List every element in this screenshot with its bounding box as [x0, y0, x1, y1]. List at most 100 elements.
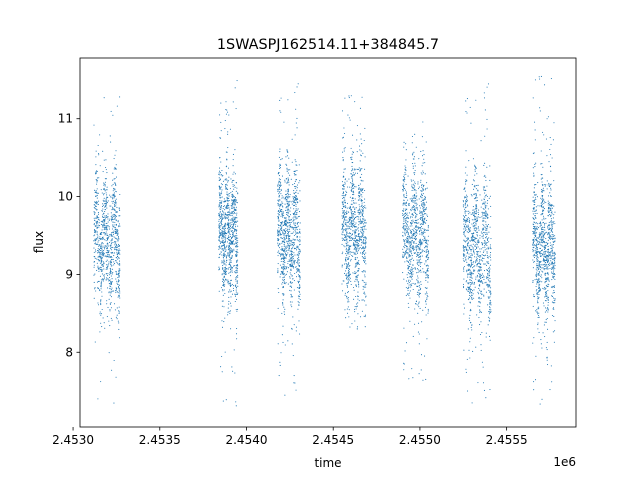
data-point	[466, 112, 468, 114]
data-point	[421, 217, 423, 219]
data-point	[359, 133, 361, 135]
data-point	[218, 237, 221, 239]
data-point	[113, 359, 115, 362]
data-point	[107, 200, 109, 202]
data-point	[280, 224, 282, 226]
data-point	[414, 199, 416, 202]
data-point	[224, 284, 226, 286]
data-point	[479, 269, 481, 271]
data-point	[355, 295, 357, 298]
data-point	[423, 211, 425, 213]
data-point	[289, 224, 291, 226]
data-point	[118, 294, 120, 296]
data-point	[104, 185, 106, 187]
data-point	[344, 294, 346, 296]
data-point	[222, 243, 225, 245]
data-point	[423, 230, 425, 232]
data-point	[489, 179, 491, 181]
data-point	[359, 192, 361, 194]
data-point	[285, 246, 287, 248]
data-point	[101, 257, 103, 259]
data-point	[223, 205, 226, 207]
data-point	[118, 289, 120, 291]
data-point	[360, 200, 362, 202]
data-point	[402, 227, 404, 229]
data-point	[293, 222, 295, 224]
data-point	[225, 234, 227, 236]
data-point	[111, 209, 113, 211]
data-point	[343, 238, 345, 240]
data-point	[296, 232, 298, 234]
data-point	[232, 194, 234, 196]
data-point	[99, 252, 101, 254]
data-point	[355, 247, 357, 249]
data-point	[362, 192, 364, 194]
data-point	[468, 221, 471, 224]
data-point	[106, 198, 108, 200]
data-point	[115, 232, 118, 234]
data-point	[344, 97, 346, 99]
data-point	[363, 201, 365, 203]
data-point	[118, 207, 120, 209]
data-point	[221, 273, 223, 275]
data-point	[343, 215, 345, 217]
data-point	[415, 207, 417, 209]
data-point	[485, 276, 487, 278]
data-point	[112, 290, 114, 292]
data-point	[225, 273, 227, 275]
data-point	[284, 268, 286, 270]
data-point	[404, 197, 407, 199]
data-point	[224, 229, 226, 231]
data-point	[280, 111, 282, 113]
data-point	[341, 253, 343, 255]
data-point	[218, 185, 220, 187]
data-point	[360, 229, 362, 231]
data-point	[219, 187, 221, 189]
data-point	[104, 255, 106, 257]
data-point	[221, 254, 223, 256]
data-point	[361, 232, 363, 234]
data-point	[423, 218, 425, 220]
data-point	[487, 324, 489, 326]
data-point	[349, 227, 351, 229]
data-point	[278, 224, 280, 227]
data-point	[281, 293, 283, 295]
data-point	[363, 257, 365, 259]
data-point	[291, 253, 294, 255]
data-point	[355, 246, 357, 248]
data-point	[487, 200, 489, 202]
data-point	[222, 257, 224, 259]
data-point	[299, 298, 301, 301]
data-point	[425, 213, 427, 215]
data-point	[420, 271, 422, 273]
data-point	[475, 221, 477, 223]
data-point	[408, 228, 410, 230]
data-point	[220, 225, 222, 227]
data-point	[351, 221, 353, 223]
data-point	[345, 274, 347, 276]
data-point	[226, 281, 228, 283]
data-point	[347, 299, 349, 301]
data-point	[219, 206, 221, 208]
data-point	[427, 270, 429, 272]
data-point	[94, 234, 96, 236]
data-point	[342, 188, 344, 190]
data-point	[221, 274, 223, 276]
data-point	[97, 144, 99, 147]
data-point	[277, 288, 279, 290]
data-point	[295, 276, 298, 278]
data-point	[420, 218, 422, 220]
data-point	[112, 190, 114, 192]
data-point	[115, 223, 118, 225]
data-point	[105, 189, 107, 191]
data-point	[116, 251, 118, 253]
data-point	[102, 224, 104, 226]
data-point	[101, 238, 103, 240]
data-point	[235, 246, 237, 248]
data-point	[113, 290, 115, 292]
data-point	[235, 232, 237, 235]
data-point	[296, 223, 298, 225]
data-point	[221, 371, 223, 373]
data-point	[348, 247, 350, 249]
data-point	[282, 302, 284, 304]
